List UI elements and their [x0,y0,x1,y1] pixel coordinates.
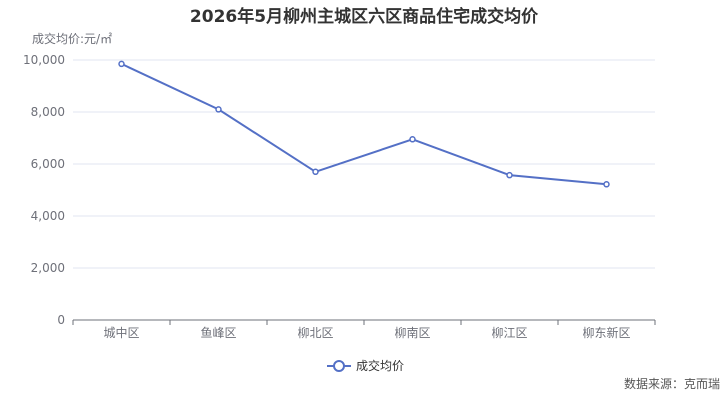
legend-label: 成交均价 [356,358,404,373]
data-point [603,181,610,188]
data-point [506,171,513,179]
data-point [409,136,416,143]
x-tick-label: 柳江区 [491,326,527,340]
y-tick-label: 0 [57,313,65,327]
legend: 成交均价 [327,358,404,373]
data-point [118,60,125,68]
y-tick-label: 6,000 [31,157,65,171]
legend-marker [333,360,345,372]
y-axis-ticks: 0 2,000 4,000 6,000 8,000 10,000 [23,53,65,327]
source-note: 数据来源：克而瑞 [623,377,720,391]
x-tick-label: 柳东新区 [582,325,630,340]
x-axis: 城中区 鱼峰区 柳北区 柳南区 柳江区 柳东新区 [72,319,656,340]
grid-lines [73,59,655,269]
x-tick-label: 城中区 [103,325,139,340]
y-tick-label: 4,000 [31,209,65,223]
y-tick-label: 8,000 [31,105,65,119]
y-tick-label: 2,000 [31,261,65,275]
y-tick-label: 10,000 [23,53,65,67]
series-layer [118,60,610,188]
chart-title: 2026年5月柳州主城区六区商品住宅成交均价 [189,7,539,27]
data-point [215,106,222,113]
x-tick-label: 柳南区 [394,325,430,340]
data-point [312,168,319,176]
x-tick-label: 柳北区 [297,326,333,340]
x-tick-label: 鱼峰区 [200,326,236,340]
series-line [121,62,607,186]
y-axis-label: 成交均价:元/㎡ [32,31,112,46]
